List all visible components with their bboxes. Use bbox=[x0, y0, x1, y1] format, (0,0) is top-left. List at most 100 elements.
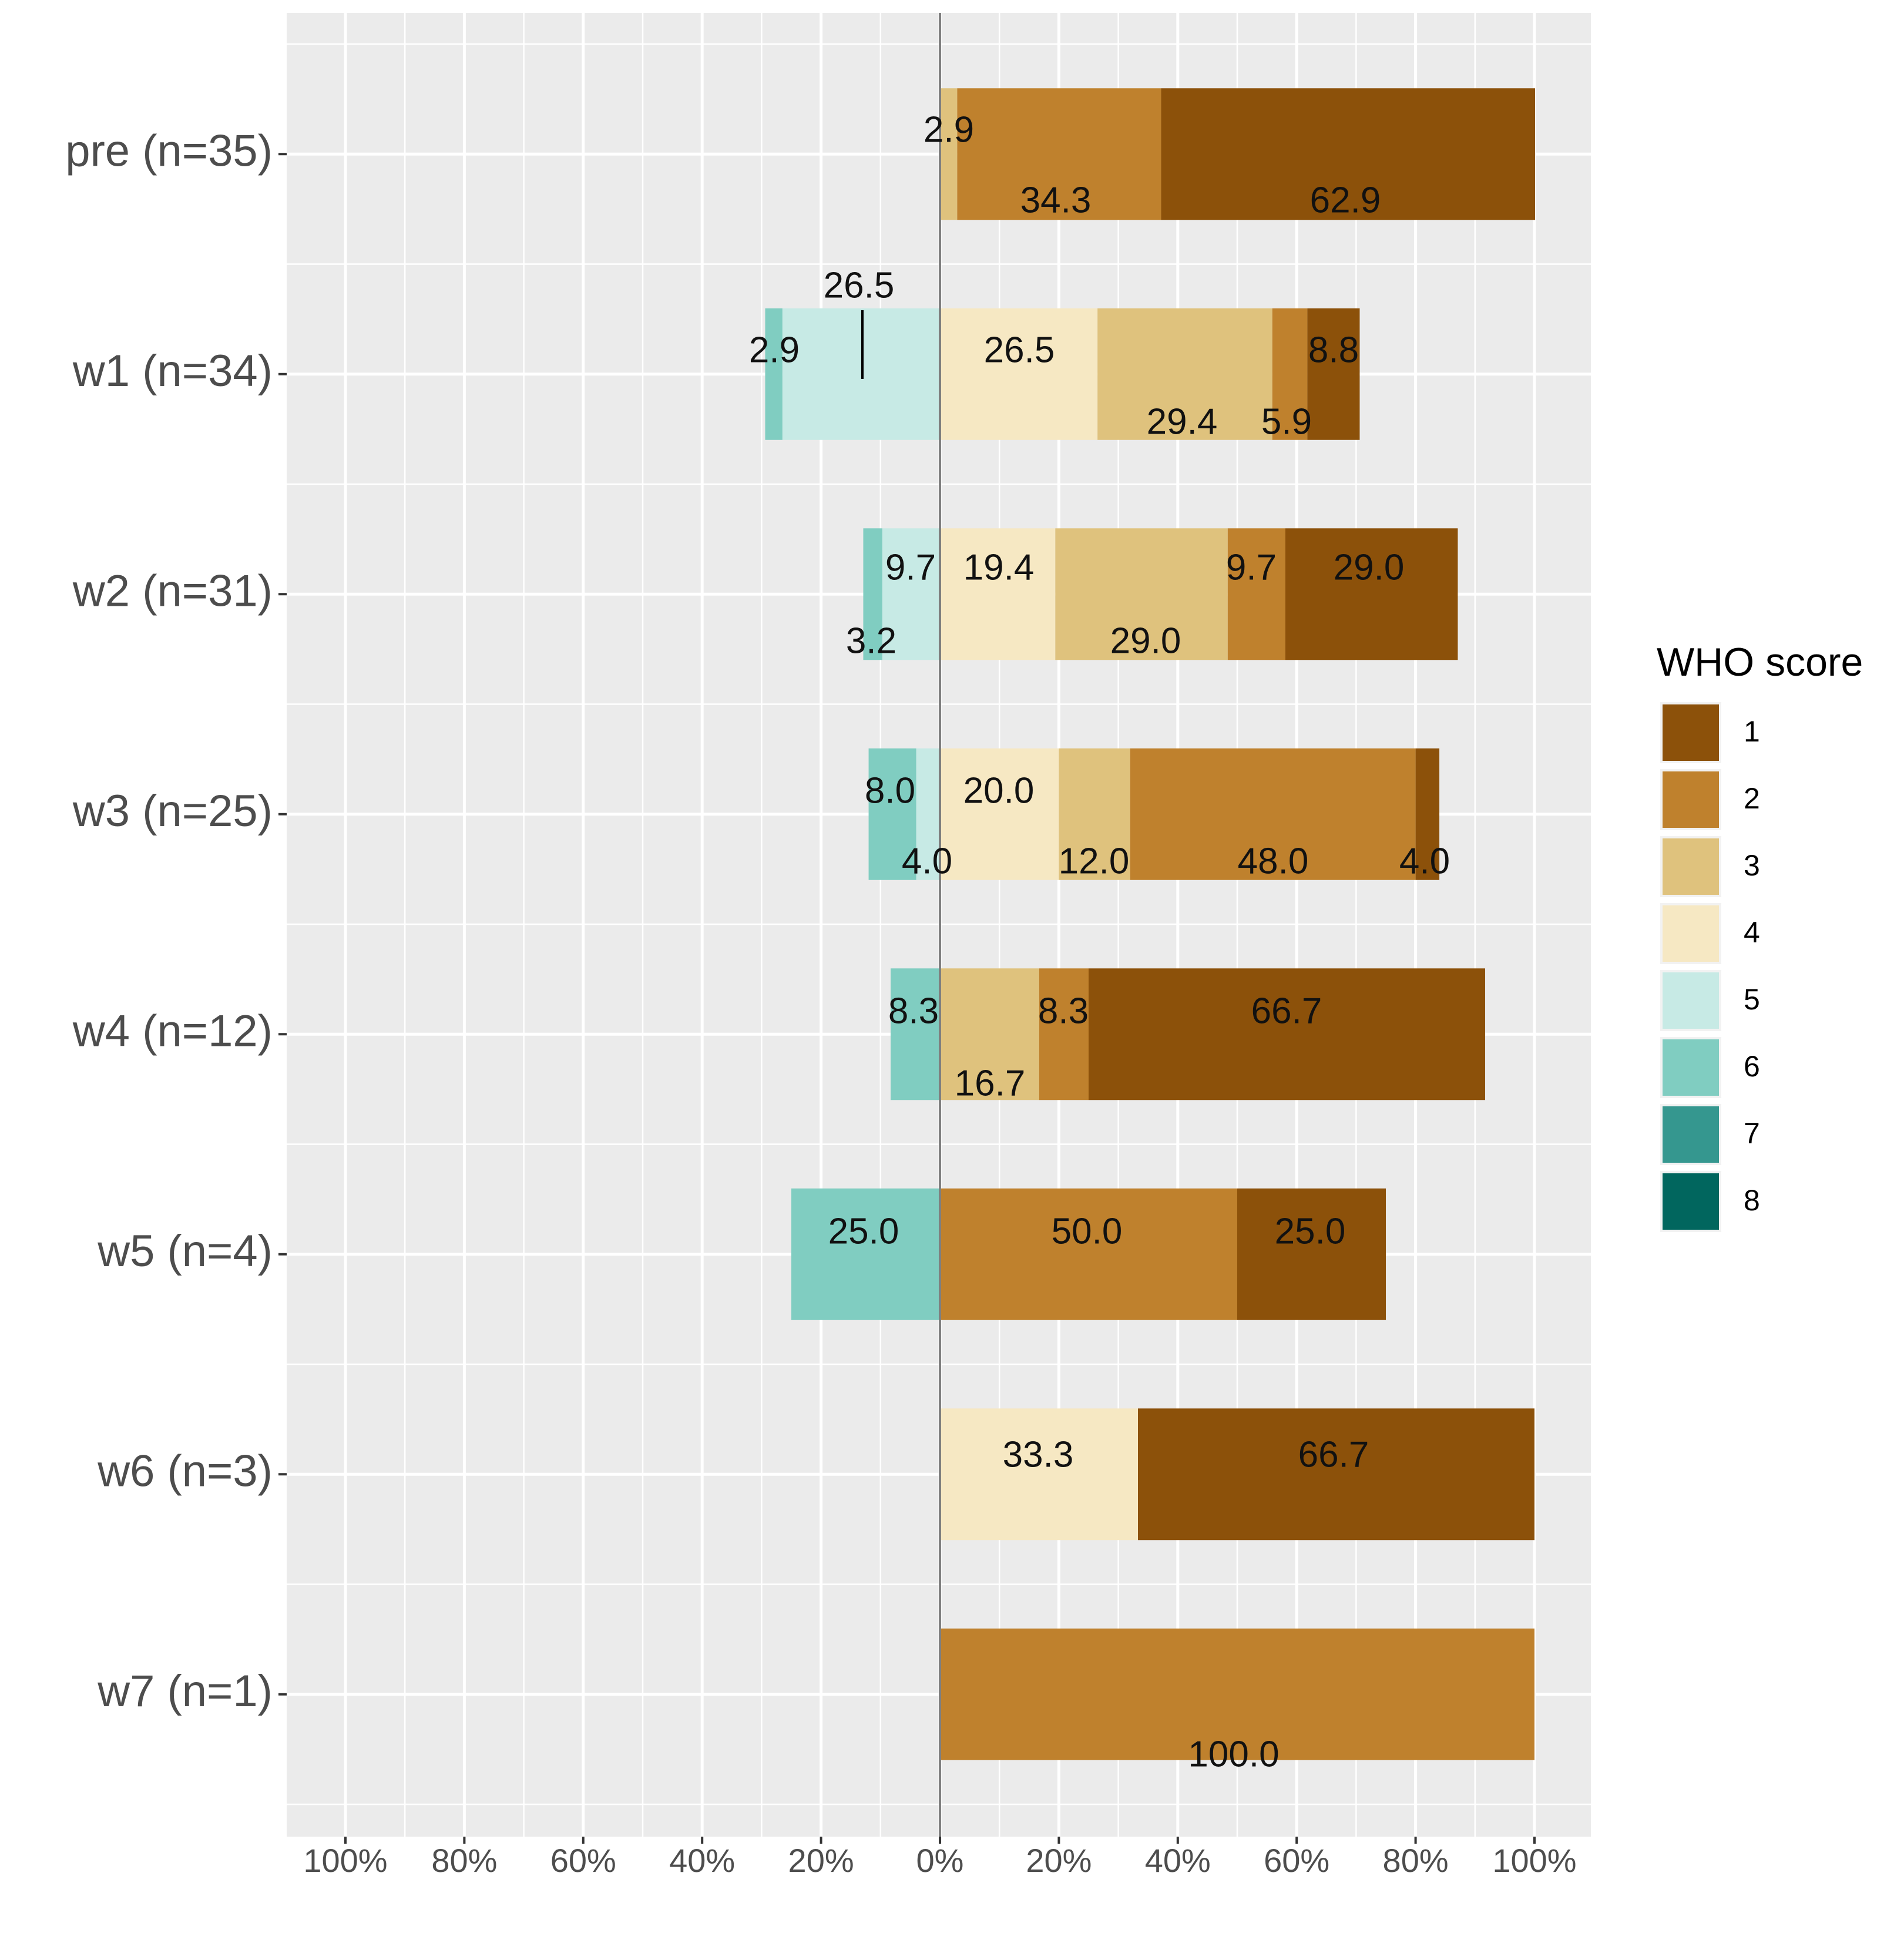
bar-score-2 bbox=[957, 88, 1161, 220]
y-tick-label: w3 (n=25) bbox=[72, 786, 273, 836]
bar-score-5 bbox=[916, 748, 940, 880]
bar-score-6 bbox=[868, 748, 916, 880]
bar-score-2 bbox=[1039, 968, 1089, 1100]
data-label: 3.2 bbox=[846, 620, 896, 661]
legend-label: 1 bbox=[1744, 715, 1760, 748]
x-tick-label: 40% bbox=[669, 1842, 735, 1879]
bar-score-6 bbox=[863, 528, 882, 660]
x-tick-label: 100% bbox=[303, 1842, 387, 1879]
bar-score-4 bbox=[940, 308, 1098, 440]
y-tick-label: w7 (n=1) bbox=[97, 1666, 273, 1716]
data-label: 50.0 bbox=[1052, 1211, 1123, 1251]
legend-label: 4 bbox=[1744, 916, 1760, 949]
data-label: 9.7 bbox=[885, 547, 936, 588]
legend-key-swatch bbox=[1663, 1106, 1719, 1163]
x-tick-label: 20% bbox=[1026, 1842, 1092, 1879]
bar-score-3 bbox=[1097, 308, 1272, 440]
bar-score-5 bbox=[782, 308, 940, 440]
legend-label: 3 bbox=[1744, 849, 1760, 882]
data-label: 26.5 bbox=[824, 265, 895, 306]
data-label: 25.0 bbox=[828, 1211, 899, 1251]
bar-score-1 bbox=[1161, 88, 1536, 220]
x-tick-label: 60% bbox=[1264, 1842, 1329, 1879]
legend-key-swatch bbox=[1663, 905, 1719, 962]
y-tick-label: w5 (n=4) bbox=[97, 1226, 273, 1276]
bar-score-6 bbox=[765, 308, 783, 440]
x-tick-label: 40% bbox=[1145, 1842, 1211, 1879]
legend-key-swatch bbox=[1663, 972, 1719, 1029]
legend-key-swatch bbox=[1663, 704, 1719, 761]
legend-label: 5 bbox=[1744, 983, 1760, 1016]
bar-score-5 bbox=[882, 528, 940, 660]
y-axis: pre (n=35) w1 (n=34) w2 (n=31) w3 (n=25) w4 … bbox=[65, 126, 287, 1716]
legend-key-swatch bbox=[1663, 771, 1719, 828]
data-labels-group: 2.9 34.3 62.9 26.5 2.9 26.5 8.8 29.4 5.9 9.7 19.4 9… bbox=[749, 109, 1450, 1774]
data-label: 25.0 bbox=[1275, 1211, 1346, 1251]
y-tick-label: w6 (n=3) bbox=[97, 1446, 273, 1496]
data-label: 100.0 bbox=[1188, 1734, 1279, 1774]
data-label: 34.3 bbox=[1020, 180, 1092, 220]
x-tick-label: 60% bbox=[550, 1842, 616, 1879]
bar-score-1 bbox=[1415, 748, 1440, 880]
bar-score-2 bbox=[1227, 528, 1285, 660]
data-label: 62.9 bbox=[1310, 180, 1381, 220]
data-label: 4.0 bbox=[902, 841, 952, 881]
bar-score-1 bbox=[1137, 1408, 1534, 1541]
bar-score-1 bbox=[1237, 1188, 1386, 1320]
data-label: 29.0 bbox=[1334, 547, 1405, 588]
data-label: 33.3 bbox=[1003, 1434, 1074, 1475]
x-tick-label: 80% bbox=[1383, 1842, 1449, 1879]
data-label: 29.4 bbox=[1147, 401, 1218, 442]
bar-score-2 bbox=[1272, 308, 1308, 440]
bar-score-3 bbox=[940, 88, 958, 220]
bar-score-2 bbox=[1130, 748, 1416, 880]
legend-label: 2 bbox=[1744, 782, 1760, 815]
legend: WHO score 1 2 3 4 5 6 7 8 bbox=[1657, 640, 1863, 1232]
bar-score-3 bbox=[1059, 748, 1130, 880]
data-label: 4.0 bbox=[1399, 841, 1450, 881]
data-label: 26.5 bbox=[984, 330, 1055, 370]
legend-key-swatch bbox=[1663, 838, 1719, 895]
data-label: 29.0 bbox=[1110, 620, 1181, 661]
bar-score-3 bbox=[1055, 528, 1228, 660]
data-label: 8.3 bbox=[1038, 991, 1089, 1031]
legend-label: 8 bbox=[1744, 1184, 1760, 1217]
data-label: 48.0 bbox=[1238, 841, 1309, 881]
bar-score-1 bbox=[1307, 308, 1360, 440]
data-label: 19.4 bbox=[963, 547, 1035, 588]
data-label: 66.7 bbox=[1251, 991, 1322, 1031]
bar-score-4 bbox=[940, 748, 1059, 880]
bar-score-6 bbox=[891, 968, 940, 1100]
data-label: 20.0 bbox=[963, 770, 1035, 811]
y-tick-label: pre (n=35) bbox=[65, 126, 273, 176]
x-tick-label: 20% bbox=[788, 1842, 854, 1879]
x-tick-label: 80% bbox=[431, 1842, 497, 1879]
legend-label: 6 bbox=[1744, 1050, 1760, 1083]
data-label: 2.9 bbox=[749, 330, 800, 370]
bar-score-4 bbox=[940, 528, 1056, 660]
legend-key-swatch bbox=[1663, 1039, 1719, 1096]
data-label: 66.7 bbox=[1298, 1434, 1369, 1475]
x-tick-label: 0% bbox=[916, 1842, 964, 1879]
x-axis: 100% 80% 60% 40% 20% 0% 20% 40% 60% 80% 100% bbox=[303, 1837, 1577, 1879]
data-label: 8.3 bbox=[888, 991, 939, 1031]
bars-group bbox=[765, 88, 1536, 1760]
data-label: 16.7 bbox=[955, 1063, 1026, 1103]
data-label: 8.0 bbox=[865, 770, 915, 811]
data-label: 8.8 bbox=[1308, 330, 1359, 370]
bar-score-3 bbox=[940, 968, 1040, 1100]
bar-score-4 bbox=[940, 1408, 1138, 1541]
bar-score-1 bbox=[1089, 968, 1486, 1100]
legend-key-swatch bbox=[1663, 1173, 1719, 1230]
legend-label: 7 bbox=[1744, 1117, 1760, 1150]
data-label: 12.0 bbox=[1059, 841, 1130, 881]
data-label: 9.7 bbox=[1226, 547, 1277, 588]
bar-score-6 bbox=[791, 1188, 940, 1320]
bar-score-2 bbox=[940, 1188, 1237, 1320]
y-tick-label: w2 (n=31) bbox=[72, 566, 273, 616]
legend-title: WHO score bbox=[1657, 640, 1863, 684]
bar-score-2 bbox=[940, 1628, 1534, 1760]
y-tick-label: w4 (n=12) bbox=[72, 1006, 273, 1056]
data-label: 2.9 bbox=[924, 109, 974, 150]
